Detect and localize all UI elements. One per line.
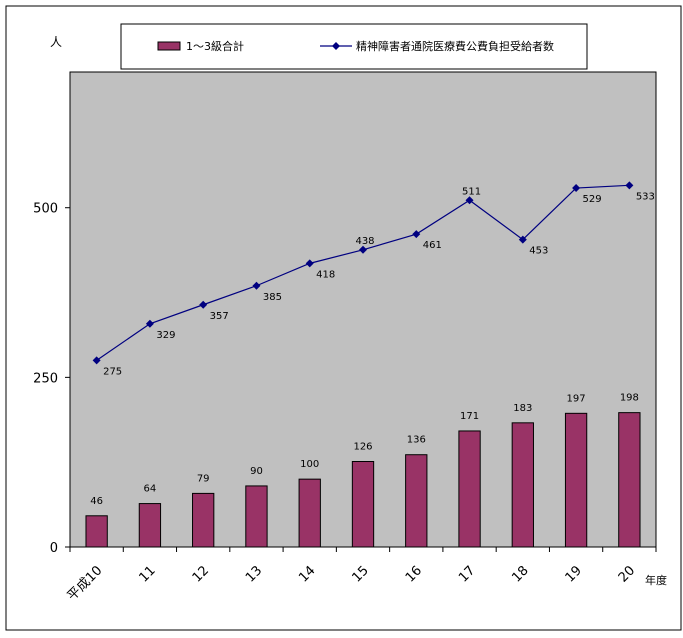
line-data-label: 357: [210, 311, 229, 322]
line-series: 275 329 357 385 418 438 461 511 453 529 533: [92, 181, 655, 377]
bar-data-label: 64: [144, 484, 157, 495]
line-point: [518, 235, 527, 244]
line-data-label: 418: [316, 269, 335, 280]
y-unit-label: 人: [50, 35, 62, 49]
legend-marker-diamond: [332, 42, 340, 50]
bar: [564, 412, 588, 548]
legend-label-line: 精神障害者通院医療費公費負担受給者数: [356, 39, 554, 53]
legend-swatch-bars: [157, 41, 181, 51]
line-data-label: 533: [636, 191, 655, 202]
bar: [192, 492, 215, 548]
legend-box: [120, 23, 588, 70]
bar-data-label: 90: [250, 466, 263, 477]
line-point: [92, 356, 101, 365]
line-point: [572, 184, 581, 193]
line-point: [252, 281, 261, 290]
y-tick-label: 250: [33, 371, 58, 386]
line-point: [145, 319, 154, 328]
bar: [405, 454, 428, 548]
line-point: [199, 300, 208, 309]
bar: [138, 503, 162, 548]
x-unit-label: 年度: [645, 573, 667, 587]
line-point: [625, 181, 634, 190]
bar: [351, 461, 375, 548]
y-tick-label: 500: [33, 202, 58, 217]
bar-data-label: 136: [407, 435, 426, 446]
line-point: [412, 230, 421, 239]
bar: [245, 485, 268, 548]
legend: 1～3級合計 精神障害者通院医療費公費負担受給者数: [120, 23, 588, 70]
bar-series: 46 64 79 90 100 126 136 171 183 197 198: [85, 393, 641, 548]
bar-data-label: 197: [567, 393, 586, 404]
line-data-label: 275: [103, 366, 122, 377]
bar: [298, 478, 321, 548]
bar: [618, 412, 641, 548]
bar: [511, 422, 534, 548]
bar-data-label: 46: [90, 496, 103, 507]
bar-data-label: 79: [197, 473, 210, 484]
bar: [458, 430, 481, 548]
line-data-label: 453: [529, 246, 548, 257]
line-data-label: 529: [583, 194, 602, 205]
bar-data-label: 171: [460, 411, 479, 422]
line-point: [465, 196, 474, 205]
bar-data-label: 126: [353, 442, 372, 453]
bar-data-label: 183: [513, 403, 532, 414]
y-tick-label: 0: [50, 541, 58, 556]
bar-data-label: 198: [620, 393, 639, 404]
line-data-label: 329: [156, 330, 175, 341]
y-axis: 0 250 500: [33, 202, 70, 556]
line-point: [359, 245, 367, 254]
line-data-label: 385: [263, 292, 282, 303]
bar-data-label: 100: [300, 459, 319, 470]
bar: [85, 515, 108, 548]
line-point: [305, 259, 314, 268]
line-data-label: 511: [462, 186, 481, 197]
line-data-label: 438: [355, 236, 374, 247]
legend-label-bars: 1～3級合計: [186, 39, 244, 53]
line-data-label: 461: [423, 240, 442, 251]
